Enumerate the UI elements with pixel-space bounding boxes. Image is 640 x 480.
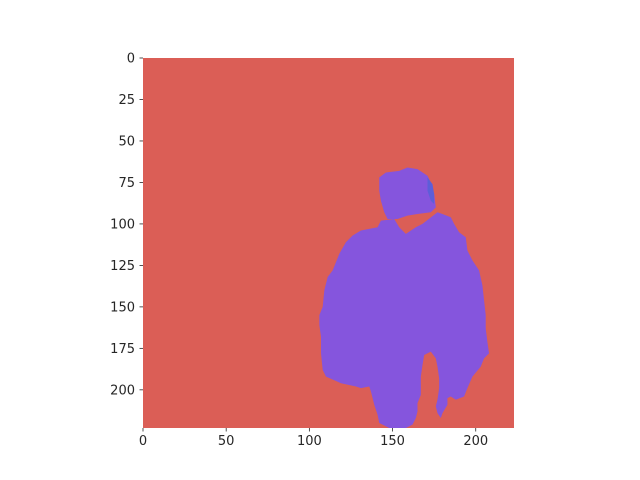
heatmap-region-0: [319, 212, 490, 428]
y-tick-label: 50: [118, 134, 135, 149]
y-tick-label: 100: [110, 217, 135, 232]
y-tick-label: 125: [110, 259, 135, 274]
x-tick-label: 150: [380, 434, 405, 449]
y-tick-label: 150: [110, 300, 135, 315]
x-tick-label: 100: [297, 434, 322, 449]
plot-area: [143, 58, 514, 428]
y-tick-label: 75: [118, 176, 135, 191]
y-tick-label: 200: [110, 383, 135, 398]
x-axis: 0 50 100 150 200: [139, 428, 488, 449]
y-tick-label: 0: [127, 52, 135, 67]
y-tick-label: 175: [110, 342, 135, 357]
heatmap-region-1: [379, 167, 436, 219]
x-tick-label: 50: [218, 434, 235, 449]
y-tick-label: 25: [118, 93, 135, 108]
x-tick-label: 0: [139, 434, 147, 449]
y-axis: 0 25 50 75 100 125 150 175 200: [110, 52, 143, 398]
heatmap-region-2: [427, 177, 435, 205]
x-tick-label: 200: [463, 434, 488, 449]
